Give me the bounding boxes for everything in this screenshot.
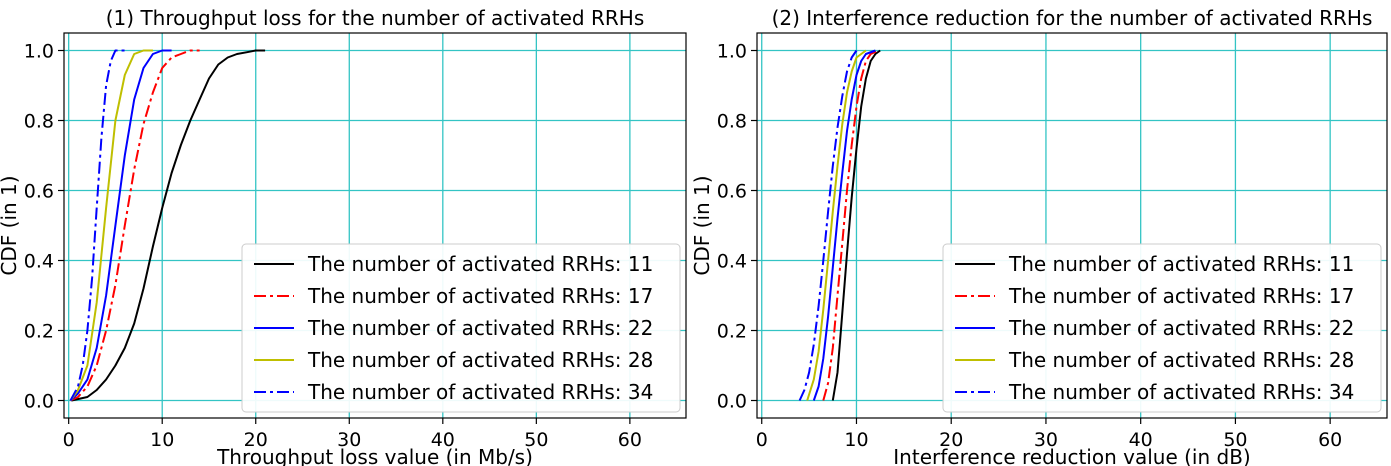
x-tick-label: 40 <box>1129 429 1153 451</box>
x-axis-label: Throughput loss value (in Mb/s) <box>216 445 533 466</box>
series-line-5 <box>69 49 125 401</box>
chart-title: (2) Interference reduction for the numbe… <box>772 6 1373 30</box>
y-tick-label: 0.8 <box>24 111 54 133</box>
y-axis-label: CDF (in 1) <box>690 175 714 275</box>
y-tick-label: 0.0 <box>717 391 747 413</box>
x-tick-label: 60 <box>1318 429 1342 451</box>
y-tick-label: 0.2 <box>24 321 54 343</box>
x-tick-label: 20 <box>939 429 963 451</box>
series-line-5 <box>798 49 858 401</box>
y-axis-label: CDF (in 1) <box>0 175 21 275</box>
y-tick-label: 1.0 <box>24 41 54 63</box>
series-line-1 <box>831 49 881 401</box>
series-line-1 <box>71 49 266 402</box>
axes-frame <box>63 32 687 419</box>
legend-label-5: The number of activated RRHs: 34 <box>1008 380 1354 404</box>
y-tick-label: 0.0 <box>24 391 54 413</box>
x-tick-label: 10 <box>150 429 174 451</box>
x-tick-label: 50 <box>524 429 548 451</box>
x-tick-label: 40 <box>431 429 455 451</box>
y-tick-label: 1.0 <box>717 41 747 63</box>
y-tick-label: 0.2 <box>717 321 747 343</box>
x-tick-label: 0 <box>756 429 768 451</box>
x-axis-label: Interference reduction value (in dB) <box>893 445 1250 466</box>
x-tick-label: 0 <box>63 429 75 451</box>
legend-label-2: The number of activated RRHs: 17 <box>307 284 653 308</box>
legend-label-3: The number of activated RRHs: 22 <box>1008 316 1354 340</box>
legend-box <box>241 243 681 413</box>
x-tick-label: 50 <box>1223 429 1247 451</box>
legend-label-1: The number of activated RRHs: 11 <box>307 252 653 276</box>
y-tick-label: 0.6 <box>24 181 54 203</box>
chart-title: (1) Throughput loss for the number of ac… <box>106 6 645 30</box>
series-line-3 <box>812 49 876 401</box>
legend-label-1: The number of activated RRHs: 11 <box>1008 252 1354 276</box>
legend-label-2: The number of activated RRHs: 17 <box>1008 284 1354 308</box>
legend-label-4: The number of activated RRHs: 28 <box>307 348 653 372</box>
series-line-4 <box>806 49 867 401</box>
axes-frame <box>756 32 1388 419</box>
y-tick-label: 0.8 <box>717 111 747 133</box>
series-line-3 <box>69 49 172 402</box>
x-tick-label: 10 <box>844 429 868 451</box>
series-line-4 <box>69 49 153 402</box>
x-tick-label: 30 <box>1034 429 1058 451</box>
legend-label-3: The number of activated RRHs: 22 <box>307 316 653 340</box>
y-tick-label: 0.4 <box>24 251 54 273</box>
interference-reduction-panel: 0 10 20 30 40 50 60 0.0 0.2 0.4 0.6 0.8 1.0 (2) Inter… <box>690 6 1388 466</box>
x-tick-label: 20 <box>244 429 268 451</box>
series-line-2 <box>70 49 200 402</box>
y-tick-label: 0.4 <box>717 251 747 273</box>
legend-label-4: The number of activated RRHs: 28 <box>1008 348 1354 372</box>
x-tick-label: 60 <box>618 429 642 451</box>
x-tick-label: 30 <box>337 429 361 451</box>
legend-label-5: The number of activated RRHs: 34 <box>307 380 653 404</box>
legend-box <box>942 243 1382 413</box>
y-tick-label: 0.6 <box>717 181 747 203</box>
throughput-loss-panel: 0 10 20 30 40 50 60 0.0 0.2 0.4 0.6 0.8 1.0 (1) Throu… <box>0 6 687 466</box>
series-line-2 <box>822 49 879 401</box>
